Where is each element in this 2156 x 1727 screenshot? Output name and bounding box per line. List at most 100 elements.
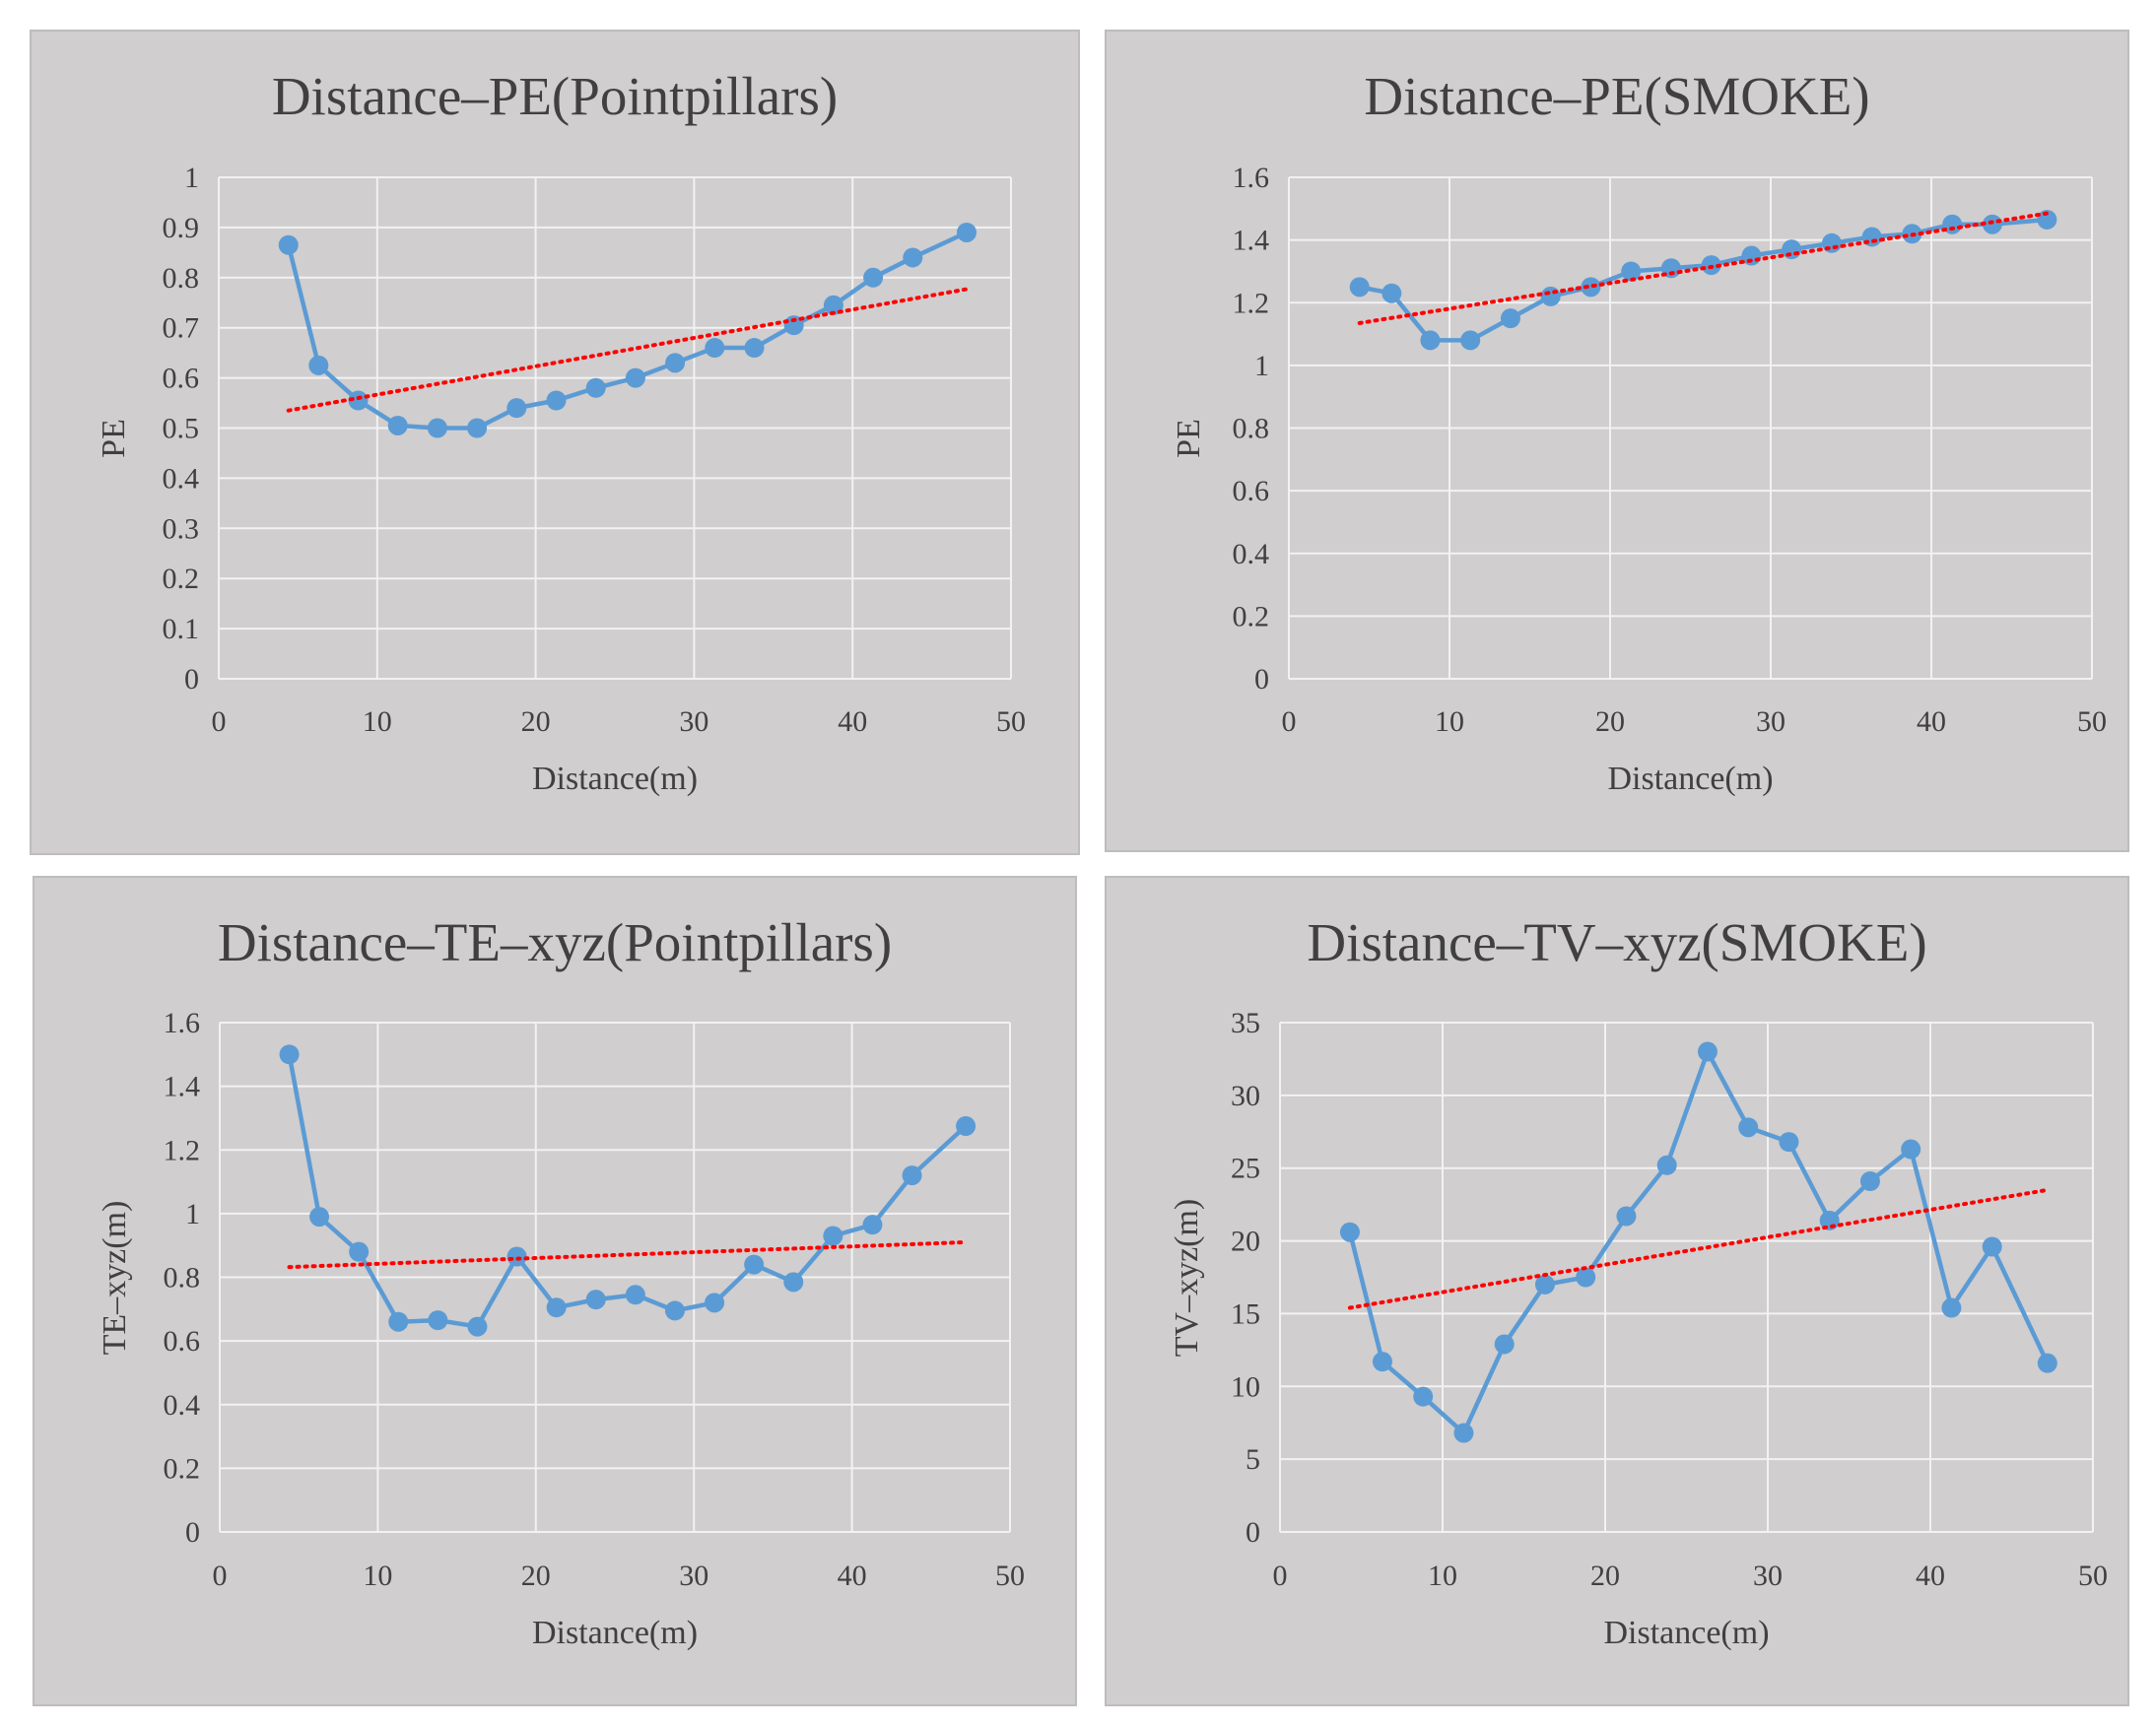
y-tick-label: 1	[1254, 350, 1269, 382]
chart-plot: 0 10 20 30 40 50 0 0.1 0.2 0.3 0.4 0.5 0.6 0.7 0.8 0.9 1…	[96, 162, 1026, 797]
y-tick-label: 30	[1231, 1080, 1260, 1112]
y-tick-label: 15	[1231, 1297, 1260, 1330]
y-tick-label: 0.6	[1233, 475, 1270, 507]
y-tick-label: 1.2	[1233, 287, 1270, 319]
chart-title: Distance–TE–xyz(Pointpillars)	[217, 912, 893, 972]
data-point	[1941, 1297, 1962, 1318]
data-point	[956, 1116, 977, 1137]
y-tick-label: 0	[1246, 1516, 1260, 1549]
y-tick-label: 0.4	[1233, 538, 1270, 570]
y-tick-label: 0.6	[163, 363, 200, 395]
series-line	[1359, 217, 2048, 343]
data-point	[585, 1290, 606, 1310]
series-line	[287, 1053, 968, 1329]
y-tick-label: 25	[1231, 1153, 1260, 1185]
data-point	[467, 1316, 488, 1337]
data-point	[823, 295, 843, 315]
data-point	[1738, 1117, 1759, 1138]
data-point	[428, 1310, 448, 1331]
y-tick-label: 0.2	[1233, 600, 1270, 632]
data-point	[1349, 277, 1370, 298]
data-point	[1782, 239, 1802, 260]
y-tick-label: 1.6	[164, 1007, 201, 1039]
y-tick-label: 0.9	[163, 212, 200, 244]
trendline	[1347, 1187, 2050, 1310]
x-tick-label: 40	[1916, 1560, 1945, 1592]
x-tick-label: 10	[1435, 705, 1464, 738]
chart-plot: 0 10 20 30 40 50 0 0.2 0.4 0.6 0.8 1 1.2 1.4 1.6 Distan…	[1171, 162, 2107, 797]
data-point	[665, 353, 686, 373]
chart-title: Distance–PE(SMOKE)	[1364, 66, 1870, 126]
chart-panel-te-xyz-pointpillars: Distance–TE–xyz(Pointpillars) 0 10 20 30 40 5…	[33, 876, 1077, 1706]
y-tick-label: 0	[184, 663, 199, 696]
y-tick-label: 5	[1246, 1443, 1260, 1476]
x-tick-label: 20	[1595, 705, 1625, 738]
chart-title: Distance–PE(Pointpillars)	[271, 66, 839, 126]
data-point	[279, 1044, 300, 1065]
data-point	[1453, 1423, 1474, 1443]
data-point	[625, 367, 645, 388]
y-tick-label: 0	[185, 1516, 200, 1549]
x-tick-label: 30	[679, 1560, 708, 1592]
y-tick-label: 1.4	[1233, 225, 1270, 257]
y-tick-label: 20	[1231, 1226, 1260, 1258]
data-point	[1460, 330, 1481, 351]
y-tick-label: 1	[185, 1198, 200, 1230]
x-tick-label: 50	[2077, 705, 2107, 738]
x-axis-label: Distance(m)	[1607, 761, 1773, 797]
x-tick-label: 10	[1428, 1560, 1457, 1592]
data-point	[1942, 214, 1963, 234]
x-tick-label: 0	[1282, 705, 1297, 738]
y-axis-label: TV–xyz(m)	[1169, 1199, 1205, 1358]
chart-panel-pe-pointpillars: Distance–PE(Pointpillars) 0 10 20 30 40 50 0 0.…	[30, 30, 1080, 855]
x-tick-label: 30	[679, 705, 708, 738]
data-point	[625, 1285, 645, 1305]
x-axis-label: Distance(m)	[532, 1615, 698, 1651]
data-point	[1420, 330, 1441, 351]
chart-panel-tv-xyz-smoke: Distance–TV–xyz(SMOKE) 0 10 20 30 40 50 0 5 10 15…	[1105, 876, 2129, 1706]
y-tick-label: 1.4	[164, 1071, 201, 1103]
x-tick-label: 0	[212, 705, 227, 738]
chart-title: Distance–TV–xyz(SMOKE)	[1307, 912, 1927, 972]
data-point	[2037, 209, 2057, 230]
chart-panel-pe-smoke: Distance–PE(SMOKE) 0 10 20 30 40 50 0 0.2 0.4 0.6…	[1105, 30, 2129, 852]
x-tick-label: 0	[1273, 1560, 1288, 1592]
data-point	[427, 418, 447, 438]
data-point	[1534, 1274, 1555, 1295]
data-point	[1372, 1352, 1392, 1372]
y-tick-label: 0.8	[164, 1262, 201, 1295]
data-point	[585, 377, 606, 398]
x-tick-label: 30	[1756, 705, 1785, 738]
data-point	[1381, 283, 1402, 303]
x-tick-label: 20	[521, 1560, 551, 1592]
data-point	[348, 390, 369, 411]
data-point	[506, 398, 527, 419]
data-point	[1413, 1386, 1434, 1407]
data-point	[1616, 1206, 1637, 1227]
data-point	[744, 338, 765, 359]
y-tick-label: 0.4	[164, 1389, 201, 1422]
data-point	[903, 247, 923, 268]
y-tick-label: 10	[1231, 1370, 1260, 1403]
y-tick-label: 0.6	[164, 1325, 201, 1358]
data-point	[278, 234, 299, 255]
trendline	[287, 1239, 969, 1270]
data-point	[664, 1300, 685, 1321]
y-tick-label: 1	[184, 162, 199, 194]
y-tick-label: 0.7	[163, 312, 200, 345]
data-point	[783, 1272, 804, 1293]
y-tick-label: 0.2	[164, 1452, 201, 1485]
y-axis-label: PE	[1171, 419, 1207, 458]
x-tick-label: 20	[1590, 1560, 1620, 1592]
y-tick-label: 35	[1231, 1007, 1260, 1039]
data-point	[2037, 1353, 2057, 1373]
data-point	[467, 418, 488, 438]
data-point	[546, 390, 567, 411]
data-point	[387, 415, 408, 435]
y-tick-label: 0.3	[163, 512, 200, 545]
y-tick-label: 1.6	[1233, 162, 1270, 194]
x-tick-label: 40	[838, 1560, 867, 1592]
trendline	[286, 287, 969, 413]
data-point	[349, 1241, 370, 1262]
data-point	[546, 1297, 567, 1318]
